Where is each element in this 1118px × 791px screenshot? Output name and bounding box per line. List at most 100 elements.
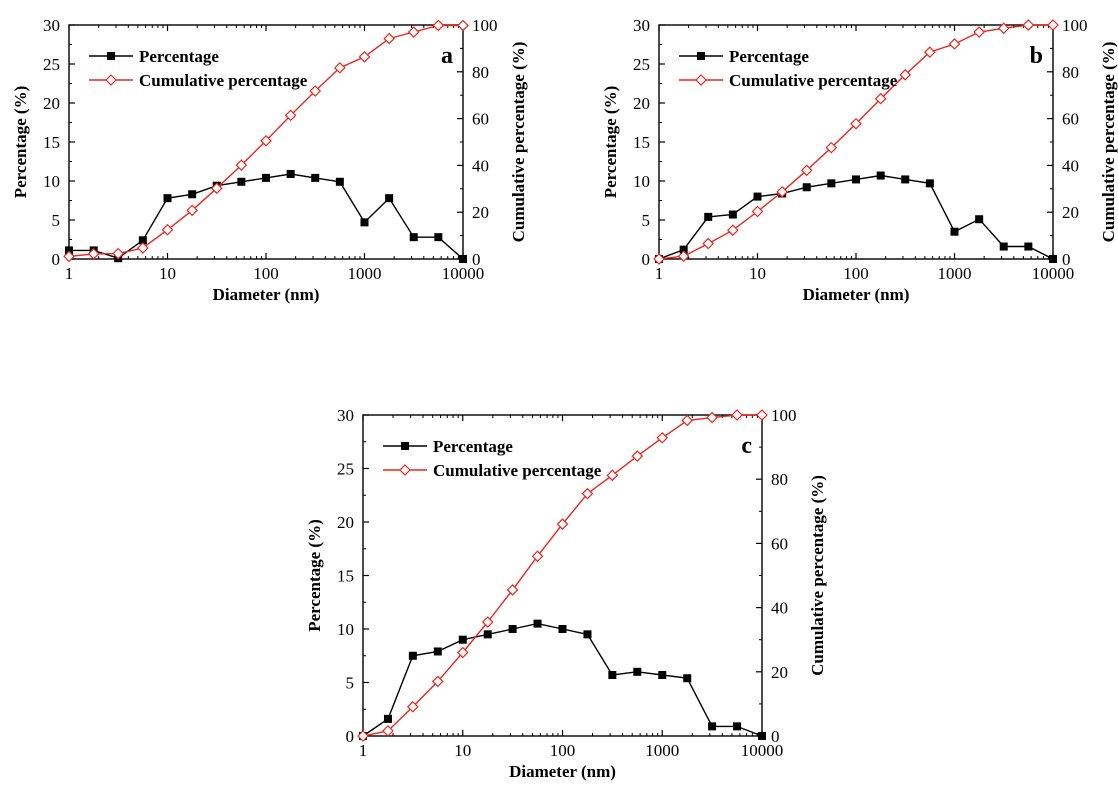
data-point-diamond [702, 237, 715, 250]
y-tick-label: 0 [52, 250, 61, 269]
data-point-diamond [899, 68, 912, 81]
data-point-diamond [358, 50, 371, 63]
data-point-diamond [581, 487, 594, 500]
data-point-diamond [681, 414, 694, 427]
y2-tick-label: 40 [771, 599, 788, 618]
data-point-diamond [556, 518, 569, 530]
legend: Percentage Cumulative percentage [383, 437, 602, 480]
x-tick-label: 10000 [1032, 264, 1075, 283]
y-axis-title: Percentage (%) [11, 86, 30, 199]
data-point-diamond [731, 409, 743, 421]
data-point-diamond [432, 19, 445, 32]
y2-axis-title: Cumulative percentage (%) [1099, 42, 1118, 243]
legend-label: Percentage [139, 47, 219, 66]
x-tick-label: 1000 [938, 264, 972, 283]
y2-tick-label: 80 [472, 63, 489, 82]
data-point-square [508, 625, 517, 633]
data-point-square [533, 619, 542, 628]
y2-tick-label: 60 [472, 110, 489, 129]
data-point-square [409, 233, 418, 242]
y-tick-label: 20 [337, 513, 354, 532]
data-point-square [286, 169, 295, 178]
y-axis-title: Percentage (%) [305, 519, 324, 632]
legend-label: Cumulative percentage [433, 461, 602, 480]
data-point-diamond [727, 224, 739, 237]
x-tick-label: 1 [359, 741, 368, 760]
data-point-diamond [284, 109, 297, 122]
y2-tick-label: 100 [771, 406, 797, 425]
y2-axis-title: Cumulative percentage (%) [808, 475, 827, 676]
series-line [69, 173, 464, 260]
data-point-square [728, 210, 737, 219]
y-tick-label: 20 [43, 94, 60, 113]
y2-tick-label: 20 [1062, 203, 1079, 222]
series-line [658, 174, 1054, 260]
data-point-diamond [210, 182, 223, 195]
data-point-diamond [334, 61, 346, 74]
data-point-diamond [973, 26, 986, 38]
legend-label: Percentage [433, 437, 513, 456]
legend-label: Cumulative percentage [139, 71, 308, 90]
data-point-diamond [850, 117, 862, 130]
y2-tick-label: 60 [771, 534, 788, 553]
data-point-square [1024, 242, 1033, 251]
legend-marker-square [107, 52, 115, 60]
data-point-diamond [456, 646, 469, 659]
data-point-diamond [948, 38, 961, 50]
data-point-square [458, 635, 467, 644]
data-point-square [758, 732, 766, 740]
data-point-diamond [677, 250, 690, 263]
y-tick-label: 30 [43, 16, 60, 35]
data-point-square [999, 242, 1008, 251]
y-tick-label: 15 [43, 133, 60, 152]
y-axis-title: Percentage (%) [601, 86, 620, 199]
data-point-diamond [1022, 19, 1035, 31]
data-point-square [683, 674, 692, 683]
legend-marker-square [697, 52, 705, 60]
data-point-square [138, 236, 147, 245]
data-point-diamond [506, 584, 519, 596]
y-tick-label: 5 [346, 674, 355, 693]
y2-tick-label: 20 [472, 203, 489, 222]
series-line [658, 24, 1053, 260]
series-cumulative [653, 19, 1059, 265]
data-point-square [408, 651, 417, 660]
legend-marker-diamond [399, 464, 411, 476]
data-point-square [360, 218, 369, 227]
x-tick-label: 10 [749, 264, 766, 283]
y-tick-label: 30 [633, 16, 650, 35]
y-tick-label: 30 [337, 406, 354, 425]
x-tick-label: 100 [550, 741, 576, 760]
series-line [362, 622, 763, 737]
data-point-square [876, 171, 885, 180]
y-tick-label: 0 [642, 250, 651, 269]
data-point-square [827, 179, 836, 188]
series-cumulative [357, 409, 768, 742]
y-tick-label: 20 [633, 94, 650, 113]
y2-axis-title: Cumulative percentage (%) [509, 42, 528, 243]
data-point-square [583, 630, 592, 639]
y-tick-label: 25 [633, 55, 650, 74]
y2-tick-label: 100 [472, 16, 498, 35]
legend-marker-diamond [695, 74, 707, 86]
data-point-square [901, 175, 910, 184]
y-tick-label: 15 [633, 133, 650, 152]
data-point-square [433, 647, 442, 656]
data-point-square [753, 192, 762, 201]
data-point-diamond [481, 616, 494, 628]
data-point-diamond [874, 92, 887, 105]
data-point-square [335, 177, 344, 186]
data-point-diamond [383, 32, 396, 45]
data-point-square [708, 722, 717, 731]
data-point-diamond [800, 164, 813, 177]
y-tick-label: 15 [337, 567, 354, 586]
data-point-square [679, 245, 688, 254]
data-point-square [383, 714, 392, 723]
x-tick-label: 1 [65, 264, 74, 283]
data-point-diamond [997, 22, 1010, 35]
data-point-square [733, 722, 742, 731]
data-point-diamond [137, 242, 149, 254]
legend-marker-diamond [105, 74, 117, 86]
x-axis-title: Diameter (nm) [509, 762, 616, 781]
